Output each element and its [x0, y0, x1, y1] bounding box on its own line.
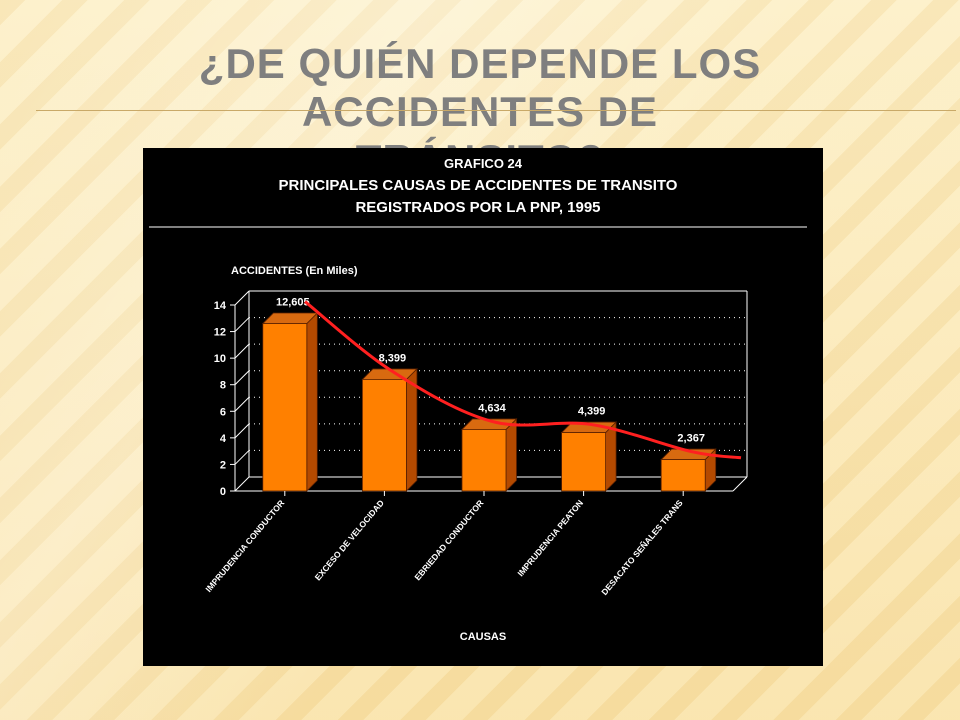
y-tick-label: 14	[214, 300, 227, 312]
bar-side	[306, 312, 318, 492]
x-category-label: EXCESO DE VELOCIDAD	[313, 498, 386, 583]
y-tick-label: 8	[220, 380, 226, 392]
y-tick-label: 2	[220, 459, 226, 471]
chart-svg: GRAFICO 24 PRINCIPALES CAUSAS DE ACCIDEN…	[149, 156, 807, 643]
y-tick-label: 0	[220, 486, 226, 498]
y-tick-label: 4	[220, 433, 227, 445]
wall-tick-diagonal	[234, 476, 250, 492]
y-axis-title: ACCIDENTES (En Miles)	[231, 265, 358, 277]
bar	[561, 432, 607, 492]
chart-header: GRAFICO 24	[444, 156, 523, 171]
x-category-label: EBRIEDAD CONDUCTOR	[412, 498, 485, 582]
slide-title-line1: ¿De quién depende los accidentes de	[198, 40, 762, 135]
bar	[461, 429, 507, 492]
bar-value-label: 2,367	[677, 433, 705, 445]
wall-tick-diagonal	[234, 450, 250, 465]
bar-value-label: 4,634	[478, 402, 506, 414]
bar-value-label: 8,399	[379, 352, 407, 364]
wall-tick-diagonal	[234, 317, 250, 332]
y-tick-label: 12	[214, 327, 226, 339]
slide-title: ¿De quién depende los accidentes de trán…	[60, 40, 900, 184]
wall-tick-diagonal	[234, 343, 250, 359]
x-category-label: IMPRUDENCIA PEATON	[515, 498, 585, 578]
bar	[262, 323, 308, 492]
wall-tick-diagonal	[234, 370, 250, 386]
floor-right	[732, 476, 748, 492]
bar-value-label: 4,399	[578, 406, 606, 418]
wall-tick-diagonal	[234, 423, 250, 439]
bar-value-label: 12,605	[276, 297, 310, 309]
bar	[660, 459, 706, 492]
bar-side	[605, 421, 617, 492]
bar	[361, 379, 407, 492]
wall-tick-diagonal	[234, 290, 250, 306]
chart-subtitle: REGISTRADOS POR LA PNP, 1995	[355, 199, 600, 216]
trend-line	[304, 300, 742, 460]
wall-tick-diagonal	[234, 396, 250, 412]
x-axis-title: CAUSAS	[460, 631, 506, 643]
chart-figure: GRAFICO 24 PRINCIPALES CAUSAS DE ACCIDEN…	[143, 148, 823, 666]
chart-title: PRINCIPALES CAUSAS DE ACCIDENTES DE TRAN…	[279, 177, 678, 194]
title-divider	[36, 110, 956, 111]
y-tick-label: 10	[214, 353, 226, 365]
x-category-label: IMPRUDENCIA CONDUCTOR	[203, 498, 286, 594]
bar-side	[505, 417, 517, 492]
y-tick-label: 6	[220, 406, 226, 418]
x-category-label: DESACATO SEÑALES TRANS	[599, 498, 685, 597]
